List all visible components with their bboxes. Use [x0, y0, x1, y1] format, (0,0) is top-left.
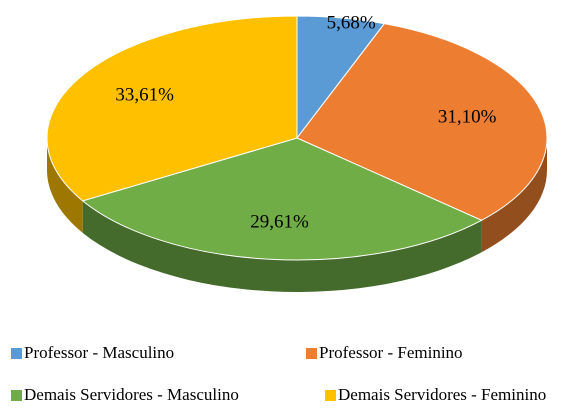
legend-label: Professor - Masculino [24, 343, 174, 362]
slice [296, 23, 548, 221]
legend-swatch [325, 390, 336, 401]
slice-side [481, 138, 547, 253]
legend-swatch [11, 390, 22, 401]
slice [46, 15, 298, 202]
data-label: 5,68% [327, 12, 376, 33]
slice-side [82, 200, 482, 293]
slice-side [47, 138, 83, 233]
legend-swatch [11, 348, 22, 359]
legend-label: Demais Servidores - Masculino [24, 385, 239, 404]
legend-label: Demais Servidores - Feminino [338, 385, 546, 404]
data-label: 33,61% [115, 84, 174, 105]
legend-label: Professor - Feminino [319, 343, 463, 362]
slice [81, 137, 483, 261]
data-label: 31,10% [438, 106, 497, 127]
data-label: 29,61% [250, 211, 309, 232]
legend-swatch [306, 348, 317, 359]
